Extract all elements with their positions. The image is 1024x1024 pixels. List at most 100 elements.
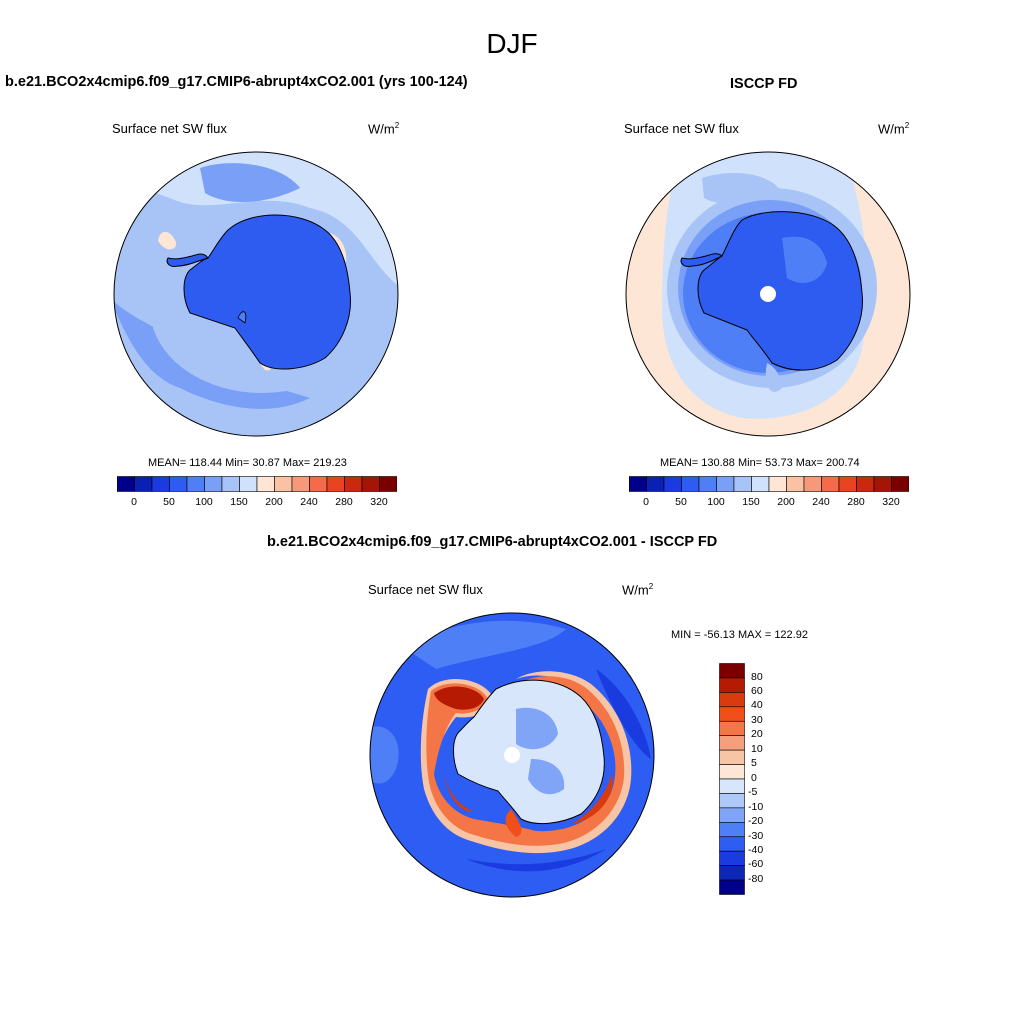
colorbar-swatch bbox=[379, 476, 397, 492]
colorbar-tick: -5 bbox=[748, 786, 758, 798]
colorbar-swatch bbox=[719, 749, 745, 765]
colorbar-tick: 280 bbox=[335, 496, 353, 508]
colorbar-swatch bbox=[803, 476, 822, 492]
panel-2-colorbar bbox=[629, 476, 909, 492]
colorbar-tick: 200 bbox=[265, 496, 283, 508]
colorbar-swatch bbox=[719, 706, 745, 722]
colorbar-swatch bbox=[309, 476, 328, 492]
panel-2-variable-label: Surface net SW flux bbox=[624, 121, 739, 136]
colorbar-swatch bbox=[719, 850, 745, 866]
colorbar-swatch bbox=[719, 778, 745, 794]
colorbar-tick: 20 bbox=[751, 728, 763, 740]
colorbar-tick: 10 bbox=[751, 743, 763, 755]
colorbar-swatch bbox=[719, 735, 745, 751]
panel-2-polar-map bbox=[625, 151, 911, 437]
colorbar-swatch bbox=[719, 793, 745, 809]
colorbar-swatch bbox=[751, 476, 770, 492]
panel-3-polar-map bbox=[369, 612, 655, 898]
colorbar-swatch bbox=[344, 476, 363, 492]
colorbar-swatch bbox=[719, 807, 745, 823]
colorbar-tick: 50 bbox=[675, 496, 687, 508]
panel-1-units: W/m2 bbox=[368, 121, 400, 137]
colorbar-tick: 30 bbox=[751, 714, 763, 726]
panel-3-stats: MIN = -56.13 MAX = 122.92 bbox=[671, 629, 808, 641]
colorbar-swatch bbox=[151, 476, 170, 492]
colorbar-tick: 60 bbox=[751, 685, 763, 697]
panel-2-title: ISCCP FD bbox=[730, 76, 798, 92]
colorbar-tick: -80 bbox=[748, 873, 764, 885]
panel-3-colorbar bbox=[719, 663, 745, 895]
colorbar-swatch bbox=[768, 476, 787, 492]
colorbar-swatch bbox=[821, 476, 840, 492]
colorbar-swatch bbox=[719, 764, 745, 780]
colorbar-tick: 150 bbox=[230, 496, 248, 508]
colorbar-swatch bbox=[719, 677, 745, 693]
panel-1-stats: MEAN= 118.44 Min= 30.87 Max= 219.23 bbox=[148, 457, 347, 469]
colorbar-tick: 80 bbox=[751, 671, 763, 683]
colorbar-swatch bbox=[326, 476, 345, 492]
colorbar-swatch bbox=[873, 476, 892, 492]
colorbar-swatch bbox=[361, 476, 380, 492]
colorbar-swatch bbox=[838, 476, 857, 492]
colorbar-tick: 240 bbox=[300, 496, 318, 508]
colorbar-swatch bbox=[719, 865, 745, 881]
panel-3-units: W/m2 bbox=[622, 582, 654, 598]
colorbar-tick: 240 bbox=[812, 496, 830, 508]
colorbar-swatch bbox=[256, 476, 275, 492]
colorbar-tick: 100 bbox=[195, 496, 213, 508]
panel-2-stats: MEAN= 130.88 Min= 53.73 Max= 200.74 bbox=[660, 457, 860, 469]
colorbar-tick: 100 bbox=[707, 496, 725, 508]
colorbar-swatch bbox=[204, 476, 223, 492]
colorbar-swatch bbox=[891, 476, 909, 492]
colorbar-tick: -40 bbox=[748, 844, 764, 856]
colorbar-tick: 320 bbox=[882, 496, 900, 508]
colorbar-swatch bbox=[117, 476, 135, 492]
panel-1-colorbar bbox=[117, 476, 397, 492]
colorbar-tick: 0 bbox=[643, 496, 649, 508]
colorbar-tick: 0 bbox=[131, 496, 137, 508]
panel-1-variable-label: Surface net SW flux bbox=[112, 121, 227, 136]
colorbar-swatch bbox=[646, 476, 665, 492]
colorbar-tick: 40 bbox=[751, 699, 763, 711]
colorbar-swatch bbox=[629, 476, 647, 492]
figure-title: DJF bbox=[486, 28, 538, 59]
colorbar-tick: 5 bbox=[751, 757, 757, 769]
colorbar-swatch bbox=[719, 822, 745, 838]
colorbar-swatch bbox=[856, 476, 875, 492]
colorbar-swatch bbox=[698, 476, 717, 492]
colorbar-tick: 0 bbox=[751, 772, 757, 784]
panel-2-units: W/m2 bbox=[878, 121, 910, 137]
colorbar-swatch bbox=[274, 476, 293, 492]
colorbar-swatch bbox=[733, 476, 752, 492]
panel-3-variable-label: Surface net SW flux bbox=[368, 582, 483, 597]
colorbar-tick: 280 bbox=[847, 496, 865, 508]
colorbar-tick: 320 bbox=[370, 496, 388, 508]
colorbar-swatch bbox=[663, 476, 682, 492]
panel-3-title: b.e21.BCO2x4cmip6.f09_g17.CMIP6-abrupt4x… bbox=[267, 534, 718, 550]
panel-1-title: b.e21.BCO2x4cmip6.f09_g17.CMIP6-abrupt4x… bbox=[5, 74, 468, 90]
colorbar-swatch bbox=[169, 476, 188, 492]
colorbar-swatch bbox=[719, 663, 745, 679]
colorbar-swatch bbox=[221, 476, 240, 492]
colorbar-tick: -30 bbox=[748, 830, 764, 842]
colorbar-tick: 200 bbox=[777, 496, 795, 508]
colorbar-swatch bbox=[719, 836, 745, 852]
colorbar-swatch bbox=[786, 476, 805, 492]
colorbar-tick: -10 bbox=[748, 801, 764, 813]
colorbar-swatch bbox=[716, 476, 735, 492]
colorbar-tick: -20 bbox=[748, 815, 764, 827]
panel-1-polar-map bbox=[113, 151, 399, 437]
colorbar-swatch bbox=[719, 720, 745, 736]
colorbar-swatch bbox=[719, 879, 745, 895]
colorbar-swatch bbox=[291, 476, 310, 492]
colorbar-swatch bbox=[134, 476, 153, 492]
colorbar-swatch bbox=[719, 692, 745, 708]
colorbar-swatch bbox=[239, 476, 258, 492]
panel-1-colorbar-ticks: 0 50 100 150 200 240 280 320 bbox=[117, 496, 397, 510]
panel-2-colorbar-ticks: 0 50 100 150 200 240 280 320 bbox=[629, 496, 909, 510]
colorbar-swatch bbox=[681, 476, 700, 492]
colorbar-swatch bbox=[186, 476, 205, 492]
colorbar-tick: 50 bbox=[163, 496, 175, 508]
panel-3-colorbar-ticks: 80 60 40 30 20 10 5 0 -5 -10 -20 -30 -40… bbox=[748, 663, 788, 895]
colorbar-tick: 150 bbox=[742, 496, 760, 508]
